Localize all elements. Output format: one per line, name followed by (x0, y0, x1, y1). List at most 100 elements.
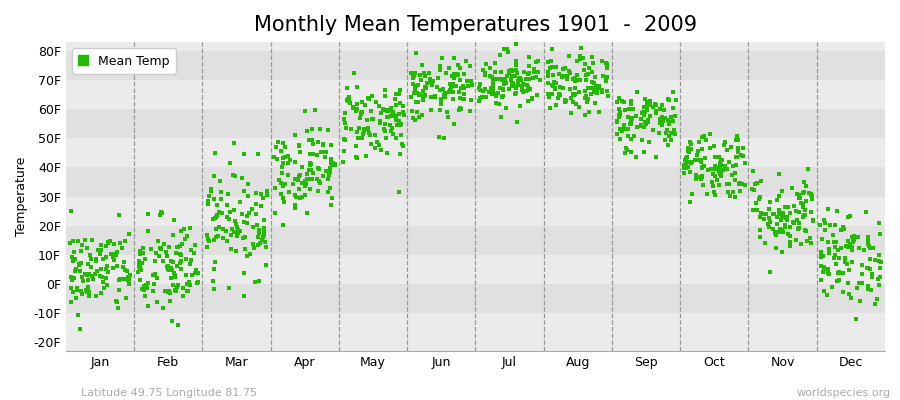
Point (565, 76, 580, 82)
Point (238, 188, 252, 194)
Point (348, 143, 363, 149)
Point (558, 99, 572, 106)
Bar (66, 109, 885, 138)
Point (580, 85, 595, 92)
Point (438, 90, 453, 96)
Point (69, 287, 84, 293)
Point (783, 209, 797, 216)
Point (64, 285, 78, 292)
Point (207, 173, 221, 179)
Point (721, 189, 735, 196)
Point (256, 195, 270, 201)
Point (573, 45, 588, 51)
Point (354, 111, 368, 117)
Point (162, 244, 176, 250)
Point (666, 105, 680, 112)
Point (630, 124, 644, 131)
Point (669, 97, 683, 103)
Point (300, 128, 314, 134)
Point (791, 192, 806, 198)
Point (206, 278, 220, 284)
Point (224, 225, 238, 232)
Point (151, 238, 166, 244)
Point (320, 176, 335, 182)
Point (136, 250, 150, 256)
Point (860, 240, 875, 247)
Point (862, 266, 877, 272)
Point (152, 253, 166, 259)
Bar (66, 255, 885, 284)
Point (635, 109, 650, 116)
Point (872, 282, 886, 288)
Point (418, 83, 432, 90)
Point (642, 98, 656, 105)
Point (531, 68, 545, 75)
Point (229, 221, 243, 227)
Point (824, 222, 838, 228)
Point (643, 98, 657, 104)
Point (648, 101, 662, 108)
Point (209, 214, 223, 220)
Point (846, 238, 860, 244)
Bar (66, 284, 885, 313)
Point (150, 299, 165, 305)
Point (357, 128, 372, 134)
Point (298, 183, 312, 189)
Point (507, 83, 521, 90)
Point (184, 257, 199, 263)
Point (618, 145, 633, 151)
Point (323, 184, 338, 191)
Point (585, 69, 599, 76)
Point (865, 274, 879, 280)
Point (344, 125, 358, 132)
Point (292, 172, 306, 179)
Point (494, 68, 508, 75)
Point (482, 73, 497, 80)
Point (587, 86, 601, 92)
Point (451, 89, 465, 96)
Point (472, 97, 487, 104)
Point (173, 243, 187, 249)
Point (843, 295, 858, 301)
Point (251, 234, 266, 240)
Point (356, 131, 371, 137)
Point (562, 68, 576, 74)
Point (322, 168, 337, 174)
Point (382, 122, 397, 128)
Point (634, 110, 649, 116)
Point (446, 120, 461, 127)
Point (302, 136, 316, 143)
Point (485, 74, 500, 80)
Point (782, 239, 796, 245)
Point (148, 258, 162, 264)
Point (314, 148, 328, 155)
Point (685, 191, 699, 197)
Point (457, 85, 472, 91)
Point (406, 72, 420, 78)
Point (240, 193, 255, 200)
Point (110, 263, 124, 269)
Point (690, 152, 705, 158)
Point (446, 80, 460, 87)
Point (305, 170, 320, 176)
Point (716, 142, 731, 148)
Point (393, 151, 408, 158)
Point (725, 163, 740, 169)
Point (804, 192, 818, 198)
Point (256, 234, 270, 240)
Point (628, 154, 643, 160)
Point (113, 276, 128, 282)
Point (821, 266, 835, 272)
Point (146, 288, 160, 294)
Point (202, 238, 217, 244)
Point (598, 77, 613, 83)
Point (697, 133, 711, 140)
Point (117, 276, 131, 282)
Point (442, 89, 456, 96)
Point (682, 158, 697, 165)
Point (286, 181, 301, 188)
Point (839, 243, 853, 250)
Point (587, 86, 601, 93)
Point (791, 209, 806, 215)
Point (579, 72, 593, 78)
